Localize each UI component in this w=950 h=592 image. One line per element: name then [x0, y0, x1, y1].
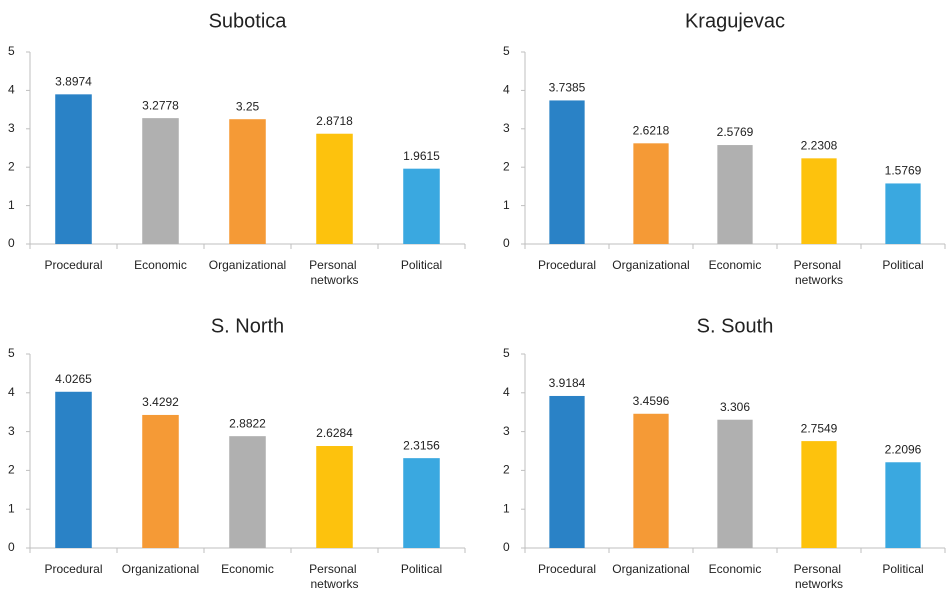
data-label: 2.5769	[717, 125, 754, 139]
data-label: 3.4292	[142, 395, 179, 409]
bar	[403, 168, 440, 244]
x-tick-label: Economic	[134, 258, 187, 272]
bar	[142, 118, 179, 244]
bar	[717, 145, 753, 244]
data-label: 1.5769	[885, 164, 922, 178]
data-label: 2.6284	[316, 426, 353, 440]
chart-title: Kragujevac	[685, 10, 785, 32]
bar	[549, 100, 585, 245]
y-tick-label: 4	[503, 385, 510, 399]
data-label: 2.2096	[885, 442, 922, 456]
bar	[801, 158, 837, 244]
x-tick-label: Political	[401, 562, 442, 576]
chart-title: Subotica	[209, 10, 288, 32]
x-tick-label: Personal networks	[309, 258, 360, 287]
data-label: 2.7549	[801, 421, 838, 435]
y-tick-label: 0	[503, 540, 510, 554]
data-label: 2.6218	[633, 123, 670, 137]
x-tick-label: Economic	[709, 258, 762, 272]
bar	[885, 183, 921, 244]
data-label: 3.306	[720, 400, 750, 414]
y-tick-label: 2	[8, 159, 15, 173]
chart-title: S. South	[697, 315, 774, 337]
bar	[633, 413, 669, 548]
data-label: 2.8718	[316, 114, 353, 128]
x-tick-label: Procedural	[538, 258, 596, 272]
chart: Kragujevac 0 1 2 3 4 5 3.7385 Procedural 2.6218 Or…	[503, 10, 946, 287]
bar	[717, 419, 753, 548]
bar	[55, 391, 92, 548]
data-label: 4.0265	[55, 372, 92, 386]
y-tick-label: 0	[8, 540, 15, 554]
y-tick-label: 4	[8, 385, 15, 399]
y-tick-label: 5	[8, 44, 15, 58]
chart: Subotica 0 1 2 3 4 5 3.8974 Procedural 3.2778 Econ…	[8, 10, 466, 287]
data-label: 2.8822	[229, 416, 266, 430]
bar	[229, 119, 266, 244]
y-tick-label: 1	[8, 198, 15, 212]
x-tick-label: Political	[882, 562, 923, 576]
bar	[633, 143, 669, 244]
bar	[316, 446, 353, 548]
bar	[55, 94, 92, 244]
y-tick-label: 5	[8, 346, 15, 360]
data-label: 3.9184	[549, 376, 586, 390]
y-tick-label: 2	[503, 463, 510, 477]
data-label: 3.7385	[549, 81, 586, 95]
y-tick-label: 3	[8, 121, 15, 135]
y-tick-label: 1	[503, 501, 510, 515]
bar	[549, 395, 585, 548]
data-label: 3.25	[236, 99, 260, 113]
data-label: 3.4596	[633, 394, 670, 408]
x-tick-label: Economic	[221, 562, 274, 576]
bar	[229, 436, 266, 548]
bar	[403, 458, 440, 548]
x-tick-label: Personal networks	[794, 258, 845, 287]
x-tick-label: Personal networks	[309, 562, 360, 591]
data-label: 1.9615	[403, 149, 440, 163]
x-tick-label: Organizational	[612, 258, 689, 272]
chart: S. South 0 1 2 3 4 5 3.9184 Procedural 3.4596 Orga…	[503, 315, 946, 591]
y-tick-label: 4	[503, 83, 510, 97]
bar	[801, 441, 837, 548]
x-tick-label: Organizational	[612, 562, 689, 576]
y-tick-label: 2	[503, 159, 510, 173]
y-tick-label: 1	[8, 501, 15, 515]
y-tick-label: 3	[503, 121, 510, 135]
bar	[316, 133, 353, 244]
y-tick-label: 3	[503, 424, 510, 438]
x-tick-label: Procedural	[538, 562, 596, 576]
y-tick-label: 2	[8, 463, 15, 477]
bar	[885, 462, 921, 548]
x-tick-label: Organizational	[122, 562, 199, 576]
x-tick-label: Personal networks	[794, 562, 845, 591]
x-tick-label: Economic	[709, 562, 762, 576]
y-tick-label: 3	[8, 424, 15, 438]
x-tick-label: Political	[882, 258, 923, 272]
x-tick-label: Procedural	[44, 562, 102, 576]
y-tick-label: 1	[503, 198, 510, 212]
y-tick-label: 4	[8, 83, 15, 97]
y-tick-label: 5	[503, 44, 510, 58]
bar	[142, 414, 179, 548]
x-tick-label: Procedural	[44, 258, 102, 272]
data-label: 2.3156	[403, 438, 440, 452]
x-tick-label: Organizational	[209, 258, 286, 272]
y-tick-label: 5	[503, 346, 510, 360]
y-tick-label: 0	[503, 236, 510, 250]
y-tick-label: 0	[8, 236, 15, 250]
data-label: 3.8974	[55, 75, 92, 89]
data-label: 2.2308	[801, 139, 838, 153]
x-tick-label: Political	[401, 258, 442, 272]
data-label: 3.2778	[142, 98, 179, 112]
chart-title: S. North	[211, 315, 284, 337]
chart: S. North 0 1 2 3 4 5 4.0265 Procedural 3.4292 Orga…	[8, 315, 466, 591]
